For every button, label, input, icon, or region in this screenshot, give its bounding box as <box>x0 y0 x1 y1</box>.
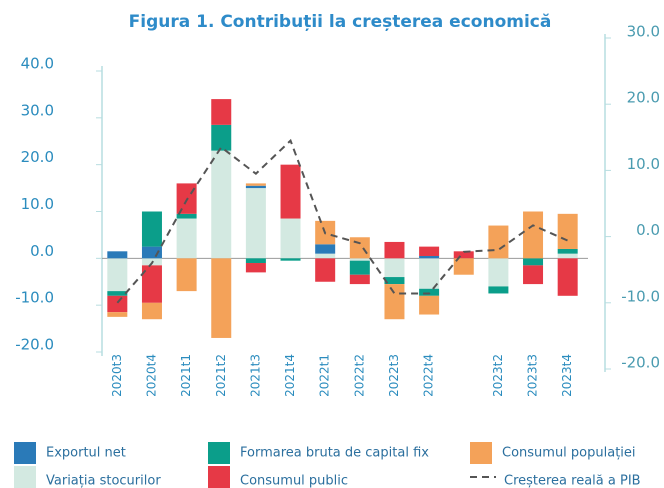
bar-segment <box>384 284 405 320</box>
bar-segment <box>384 258 405 278</box>
bar-segment <box>211 150 232 259</box>
x-tick-label: 2020t3 <box>110 354 124 397</box>
bar-segment <box>419 258 440 289</box>
bar-segment <box>453 258 474 275</box>
bar-segment <box>349 258 370 261</box>
y2-tick-label: 10.0 <box>627 155 660 173</box>
y-tick-label: 40.0 <box>21 55 54 73</box>
legend-swatch <box>470 442 492 464</box>
bar-segment <box>211 258 232 338</box>
x-tick-label: 2020t4 <box>144 354 158 397</box>
bar-segment <box>315 253 336 259</box>
y-tick-label: 20.0 <box>21 148 54 166</box>
bar-segment <box>280 218 301 259</box>
x-tick-label: 2021t3 <box>248 354 262 397</box>
bar-segment <box>107 251 128 259</box>
bar-segment <box>245 185 266 189</box>
bar-segment <box>141 211 162 247</box>
bar-segment <box>557 253 578 259</box>
bar-segment <box>141 246 162 259</box>
line-series <box>116 138 569 304</box>
legend-label: Variația stocurilor <box>46 474 161 488</box>
bar-segment <box>349 237 370 259</box>
bar-segment <box>419 255 440 259</box>
legend-swatch <box>208 442 230 464</box>
y-tick-label: 10.0 <box>21 195 54 213</box>
bar-segment <box>315 258 336 282</box>
legend-swatch <box>14 442 36 464</box>
bar-segment <box>557 213 578 249</box>
bar-segment <box>384 277 405 285</box>
x-tick-label: 2022t4 <box>422 354 436 397</box>
bar-segment <box>245 188 266 259</box>
bar-segment <box>523 258 544 266</box>
y2-tick-label: 20.0 <box>627 89 660 107</box>
bar-segment <box>419 295 440 315</box>
bar-segment <box>315 244 336 254</box>
bar-segment <box>176 258 197 292</box>
legend-label: Consumul populației <box>502 446 636 461</box>
x-tick-label: 2022t3 <box>387 354 401 397</box>
bar-segment <box>211 124 232 151</box>
chart-title: Figura 1. Contribuții la creșterea econo… <box>129 12 552 32</box>
legend-label: Consumul public <box>240 474 348 488</box>
x-tick-label: 2022t1 <box>318 354 332 397</box>
bar-segment <box>453 251 474 259</box>
bar-segment <box>176 213 197 219</box>
y-tick-label: -10.0 <box>15 289 54 307</box>
bar-segment <box>211 99 232 125</box>
y2-tick-label: 30.0 <box>627 23 660 41</box>
bar-segment <box>107 295 128 313</box>
bar-segment <box>176 218 197 259</box>
y2-tick-label: -20.0 <box>621 354 660 372</box>
y-tick-label: -20.0 <box>15 336 54 354</box>
x-tick-label: 2023t3 <box>526 354 540 397</box>
x-tick-label: 2021t4 <box>283 354 297 397</box>
bar-segment <box>107 258 128 292</box>
x-tick-label: 2021t1 <box>179 354 193 397</box>
y-tick-label: 0.0 <box>30 242 54 260</box>
legend-label: Creșterea reală a PIB <box>504 474 641 488</box>
legend-swatch <box>208 466 230 488</box>
bar-segment <box>280 164 301 219</box>
x-tick-label: 2023t2 <box>491 354 505 397</box>
bar-segment <box>419 246 440 256</box>
bar-segment <box>141 265 162 303</box>
bar-segment <box>107 291 128 296</box>
x-tick-label: 2021t2 <box>214 354 228 397</box>
bar-segment <box>523 211 544 259</box>
bar-segment <box>488 258 509 287</box>
x-tick-label: 2022t2 <box>352 354 366 397</box>
bar-segment <box>384 241 405 259</box>
bar-segment <box>488 286 509 294</box>
y2-tick-label: 0.0 <box>636 221 660 239</box>
bar-segment <box>245 263 266 273</box>
bar-segment <box>557 258 578 296</box>
bar-segment <box>488 225 509 259</box>
bar-segment <box>107 312 128 317</box>
legend-swatch <box>14 466 36 488</box>
bar-segment <box>141 302 162 320</box>
bar-segment <box>523 265 544 285</box>
y2-tick-label: -10.0 <box>621 287 660 305</box>
y-tick-label: 30.0 <box>21 101 54 119</box>
bar-segment <box>349 274 370 285</box>
legend-label: Exportul net <box>46 446 126 461</box>
bar-segment <box>280 258 301 261</box>
bar-segment <box>557 248 578 254</box>
x-tick-label: 2023t4 <box>560 354 574 397</box>
bar-segment <box>245 258 266 264</box>
legend-label: Formarea bruta de capital fix <box>240 446 429 461</box>
bar-segment <box>349 260 370 275</box>
bar-segment <box>245 183 266 186</box>
